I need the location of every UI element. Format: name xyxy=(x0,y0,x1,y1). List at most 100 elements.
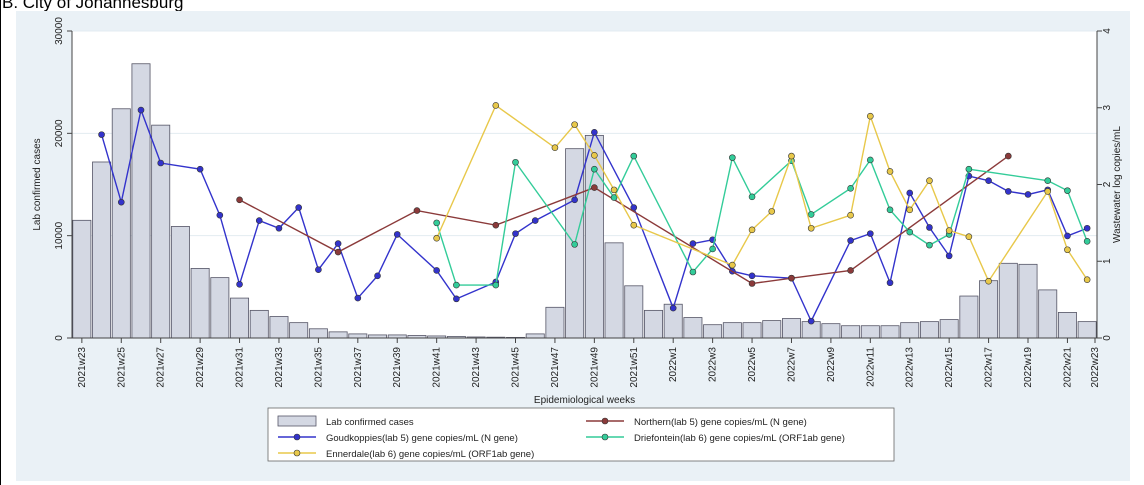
series-point-0 xyxy=(98,131,105,138)
case-bar xyxy=(742,322,762,339)
series-point-0 xyxy=(531,217,539,224)
case-bar xyxy=(230,297,250,339)
series-point-1 xyxy=(1004,152,1012,160)
case-bar xyxy=(860,325,880,339)
series-point-0 xyxy=(689,240,697,247)
series-point-3 xyxy=(729,261,736,269)
case-bar xyxy=(1057,312,1077,339)
y-right-tick-label: 4 xyxy=(1102,28,1113,34)
x-tick-label: 2021w33 xyxy=(274,347,285,388)
case-bar xyxy=(1018,263,1038,339)
series-point-0 xyxy=(591,129,598,136)
series-point-0 xyxy=(512,230,519,237)
series-point-1 xyxy=(236,196,243,204)
series-point-1 xyxy=(413,207,421,214)
series-point-2 xyxy=(610,194,618,201)
series-point-3 xyxy=(748,226,756,234)
series-point-0 xyxy=(196,165,204,173)
legend-label: Lab confirmed cases xyxy=(326,417,414,428)
legend-swatch-bar xyxy=(277,415,317,427)
series-point-0 xyxy=(137,106,145,114)
x-tick-label: 2022w9 xyxy=(826,347,837,382)
series-point-3 xyxy=(788,152,795,160)
x-tick-label: 2021w49 xyxy=(589,347,600,388)
series-point-2 xyxy=(729,154,736,161)
wastewater-cases-chart: 0 10000 20000 30000 0 1 2 3 4 2021w23 2021w25 2021w… xyxy=(16,11,1130,481)
series-point-3 xyxy=(591,152,598,159)
series-point-0 xyxy=(433,267,440,274)
case-bar xyxy=(683,317,703,339)
x-tick-label: 2021w31 xyxy=(235,347,246,388)
series-point-0 xyxy=(1064,232,1071,240)
series-line-2 xyxy=(435,154,1088,286)
case-bar xyxy=(604,242,624,339)
chart-legend: Lab confirmed cases Northern(lab 5) gene … xyxy=(267,407,895,462)
series-point-0 xyxy=(255,217,263,224)
legend-label: Northern(lab 5) gene copies/mL (N gene) xyxy=(634,417,807,428)
series-point-3 xyxy=(906,206,914,214)
series-point-3 xyxy=(1083,276,1091,283)
case-bar xyxy=(249,309,269,339)
y-right-tick-label: 1 xyxy=(1102,258,1113,264)
series-point-0 xyxy=(571,196,578,204)
series-point-0 xyxy=(1024,191,1032,198)
y-left-tick-label: 10000 xyxy=(54,221,65,249)
series-point-0 xyxy=(295,204,302,211)
case-bar xyxy=(269,316,289,339)
series-point-3 xyxy=(1044,188,1052,195)
legend-swatch-point xyxy=(293,433,301,441)
series-point-3 xyxy=(847,211,854,219)
x-tick-label: 2022w19 xyxy=(1023,347,1034,388)
series-point-0 xyxy=(216,211,224,219)
x-tick-label: 2022w15 xyxy=(944,347,955,388)
series-point-2 xyxy=(867,156,874,164)
series-point-1 xyxy=(492,221,500,229)
case-bars xyxy=(72,63,1097,339)
panel-frame-left xyxy=(0,0,1,485)
series-point-2 xyxy=(709,245,716,253)
series-point-0 xyxy=(926,224,933,231)
x-tick-label: 2021w45 xyxy=(511,347,522,388)
x-tick-label: 2021w51 xyxy=(629,347,640,388)
axes: 0 10000 20000 30000 0 1 2 3 4 2021w23 2021w25 2021w… xyxy=(54,17,1113,388)
y-axis-right-label: Wastewater log copies/mL xyxy=(1112,126,1123,243)
legend-swatch-point xyxy=(601,433,609,441)
series-point-3 xyxy=(1064,246,1071,254)
series-point-3 xyxy=(965,233,973,240)
series-point-0 xyxy=(886,279,894,287)
series-point-3 xyxy=(433,234,440,242)
series-point-1 xyxy=(748,280,756,287)
x-tick-label: 2021w23 xyxy=(77,347,88,388)
case-bar xyxy=(959,295,979,339)
series-point-0 xyxy=(1004,188,1012,195)
wastewater-lines xyxy=(98,102,1091,325)
case-bar xyxy=(72,219,92,339)
series-point-2 xyxy=(965,165,973,173)
case-bar xyxy=(210,277,230,339)
x-tick-label: 2022w13 xyxy=(905,347,916,388)
case-bar xyxy=(880,325,900,339)
case-bar xyxy=(289,322,309,339)
series-point-0 xyxy=(1083,224,1091,232)
series-point-2 xyxy=(1064,187,1071,194)
x-tick-label: 2021w37 xyxy=(353,347,364,388)
case-bar xyxy=(92,161,112,339)
y-axis-left-label: Lab confirmed cases xyxy=(32,138,43,230)
x-tick-label: 2021w39 xyxy=(392,347,403,388)
case-bar xyxy=(151,124,171,339)
series-point-3 xyxy=(985,277,992,285)
series-point-2 xyxy=(453,281,460,289)
series-point-3 xyxy=(630,221,638,229)
series-point-0 xyxy=(117,198,125,206)
case-bar xyxy=(919,321,939,339)
case-bar xyxy=(308,328,328,339)
case-bar xyxy=(545,306,565,339)
series-point-3 xyxy=(867,112,874,120)
series-point-0 xyxy=(945,252,953,260)
series-point-3 xyxy=(571,121,578,128)
series-point-0 xyxy=(236,280,243,288)
series-point-0 xyxy=(275,224,283,232)
y-left-tick-label: 20000 xyxy=(54,119,65,147)
series-point-1 xyxy=(788,274,795,282)
series-point-2 xyxy=(512,158,519,166)
